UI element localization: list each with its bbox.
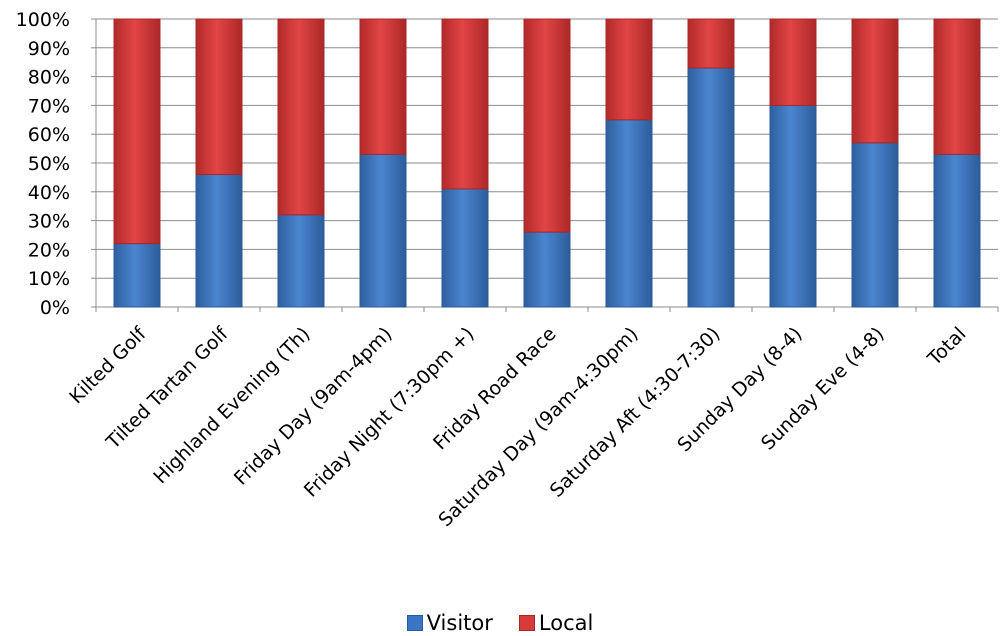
y-tick-label: 0% bbox=[40, 297, 70, 319]
x-tick-label: Total bbox=[923, 323, 971, 371]
bar-local bbox=[687, 18, 735, 69]
bars bbox=[113, 18, 981, 308]
bar-local bbox=[195, 18, 243, 176]
bar-visitor bbox=[933, 153, 981, 308]
y-tick-label: 80% bbox=[28, 67, 70, 89]
x-tick-label: Kilted Golf bbox=[65, 322, 151, 408]
bar-local bbox=[933, 18, 981, 155]
legend: Visitor Local bbox=[0, 610, 1000, 636]
bar-local bbox=[523, 18, 571, 233]
bar-local bbox=[769, 18, 817, 106]
y-tick-label: 50% bbox=[28, 153, 70, 175]
y-tick-label: 10% bbox=[28, 268, 70, 290]
y-tick-label: 60% bbox=[28, 124, 70, 146]
x-tick-label: Friday Night (7:30pm +) bbox=[300, 323, 479, 502]
bar-visitor bbox=[113, 243, 161, 308]
bar-visitor bbox=[851, 142, 899, 308]
bar-local bbox=[441, 18, 489, 190]
legend-item-visitor: Visitor bbox=[406, 611, 493, 635]
y-tick-label: 40% bbox=[28, 182, 70, 204]
x-tick-label: Friday Day (9am-4pm) bbox=[230, 323, 397, 490]
bar-local bbox=[277, 18, 325, 216]
x-tick-label: Saturday Aft (4:30-7:30) bbox=[546, 323, 725, 502]
legend-swatch-local bbox=[518, 615, 535, 631]
bar-local bbox=[113, 18, 161, 245]
legend-label-local: Local bbox=[538, 611, 594, 635]
bar-visitor bbox=[687, 67, 735, 308]
stacked-bar-chart: 0% 10% 20% 30% 40% 50% 60% 70% 80% 90% 100% Kilted… bbox=[16, 9, 999, 531]
bar-visitor bbox=[359, 153, 407, 308]
legend-label-visitor: Visitor bbox=[426, 611, 493, 635]
bar-local bbox=[851, 18, 899, 144]
y-tick-label: 30% bbox=[28, 211, 70, 233]
y-axis-ticks: 0% 10% 20% 30% 40% 50% 60% 70% 80% 90% 100% bbox=[16, 9, 70, 319]
bar-visitor bbox=[769, 104, 817, 308]
bar-visitor bbox=[605, 119, 653, 308]
bar-visitor bbox=[195, 174, 243, 308]
y-tick-label: 20% bbox=[28, 239, 70, 261]
bar-local bbox=[359, 18, 407, 155]
bar-visitor bbox=[441, 188, 489, 308]
x-tick-label: Highland Evening (Th) bbox=[149, 323, 314, 488]
y-tick-label: 90% bbox=[28, 38, 70, 60]
bar-visitor bbox=[277, 214, 325, 308]
y-tick-label: 100% bbox=[16, 9, 70, 31]
legend-swatch-visitor bbox=[406, 615, 423, 631]
bar-visitor bbox=[523, 231, 571, 308]
legend-item-local: Local bbox=[518, 611, 594, 635]
y-tick-label: 70% bbox=[28, 95, 70, 117]
bar-local bbox=[605, 18, 653, 121]
